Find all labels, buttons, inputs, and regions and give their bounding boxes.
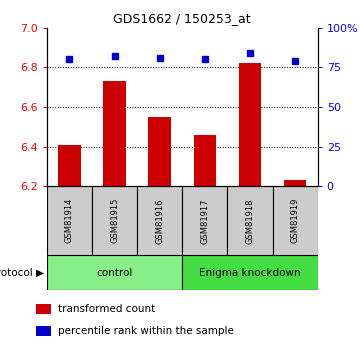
Text: GSM81918: GSM81918 [245, 198, 255, 244]
Title: GDS1662 / 150253_at: GDS1662 / 150253_at [113, 12, 251, 25]
Bar [92, 186, 137, 255]
Bar [239, 63, 261, 186]
Bar [182, 186, 227, 255]
Text: transformed count: transformed count [58, 304, 155, 314]
Bar [182, 255, 318, 290]
Bar [273, 186, 318, 255]
Bar [36, 304, 51, 314]
Text: GSM81919: GSM81919 [291, 198, 300, 244]
Text: percentile rank within the sample: percentile rank within the sample [58, 326, 234, 336]
Bar [193, 135, 216, 186]
Bar [284, 180, 306, 186]
Text: control: control [96, 268, 133, 277]
Bar [36, 326, 51, 336]
Bar [58, 145, 81, 186]
Bar [47, 255, 182, 290]
Text: GSM81916: GSM81916 [155, 198, 164, 244]
Text: Enigma knockdown: Enigma knockdown [199, 268, 301, 277]
Text: protocol ▶: protocol ▶ [0, 268, 44, 277]
Text: GSM81915: GSM81915 [110, 198, 119, 244]
Bar [148, 117, 171, 186]
Text: GSM81914: GSM81914 [65, 198, 74, 244]
Bar [103, 81, 126, 186]
Bar [227, 186, 273, 255]
Text: GSM81917: GSM81917 [200, 198, 209, 244]
Bar [137, 186, 182, 255]
Bar [47, 186, 92, 255]
